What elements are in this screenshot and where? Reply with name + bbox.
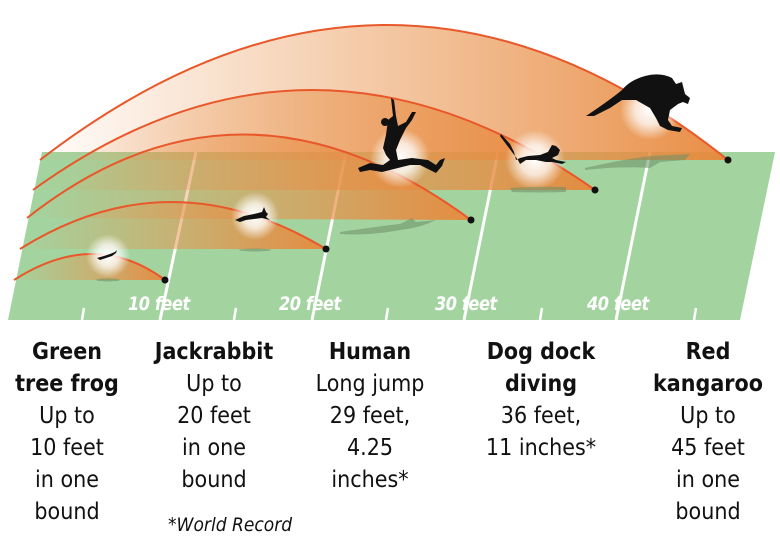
caption-text: Long jump [315,371,425,397]
human-long-jumper-icon [358,98,445,173]
frog-silhouette-icon [97,250,117,260]
caption-text: 11 inches* [485,435,597,461]
minor-ticks [80,307,698,321]
caption-green-tree-frog: Green tree frog Up to 10 feet in one bou… [10,336,123,528]
distance-label-40: 40 feet [587,293,649,315]
kangaroo-landing-dot [724,156,732,164]
caption-title: Jackrabbit [154,339,274,365]
distance-label-30: 30 feet [435,293,497,315]
caption-text: 4.25 [346,435,394,461]
caption-title: tree frog [15,371,119,397]
caption-title: Green [31,339,103,365]
caption-title: Human [328,339,412,365]
kangaroo-shadow [585,154,690,170]
caption-text: in one [35,467,99,493]
caption-text: bound [34,499,100,525]
caption-dog-dock-diving: Dog dock diving 36 feet, 11 inches* [474,336,609,464]
caption-text: Up to [186,371,242,397]
caption-human: Human Long jump 29 feet, 4.25 inches* [307,336,433,496]
frog-shadow [96,278,120,282]
caption-text: in one [182,435,246,461]
caption-title: diving [504,371,578,397]
caption-text: bound [181,467,247,493]
jackrabbit-silhouette-icon [235,207,270,222]
jump-diagram [8,24,775,321]
caption-text: 45 feet [671,435,745,461]
caption-red-kangaroo: Red kangaroo Up to 45 feet in one bound [647,336,769,528]
distance-label-20: 20 feet [279,293,341,315]
caption-text: 29 feet, [329,403,411,429]
caption-title: kangaroo [653,371,763,397]
dog-landing-dot [591,186,599,194]
caption-title: Dog dock [486,339,596,365]
caption-text: bound [675,499,741,525]
rabbit-shadow [239,248,271,252]
caption-text: inches* [331,467,409,493]
caption-text: 36 feet, [500,403,582,429]
distance-label-10: 10 feet [128,293,190,315]
caption-text: Up to [39,403,95,429]
frog-landing-dot [161,276,169,284]
dog-silhouette-icon [500,134,566,164]
human-landing-dot [467,216,475,224]
jackrabbit-landing-dot [322,245,330,253]
caption-text: 20 feet [177,403,251,429]
caption-text: 10 feet [30,435,104,461]
caption-text: in one [676,467,740,493]
captions: Green tree frog Up to 10 feet in one bou… [0,336,780,526]
caption-title: Red [685,339,731,365]
dog-shadow [510,186,566,193]
human-shadow [340,218,436,235]
kangaroo-silhouette-icon [586,74,690,132]
footnote-world-record: *World Record [168,514,293,536]
caption-text: Up to [680,403,736,429]
caption-jackrabbit: Jackrabbit Up to 20 feet in one bound [155,336,274,496]
